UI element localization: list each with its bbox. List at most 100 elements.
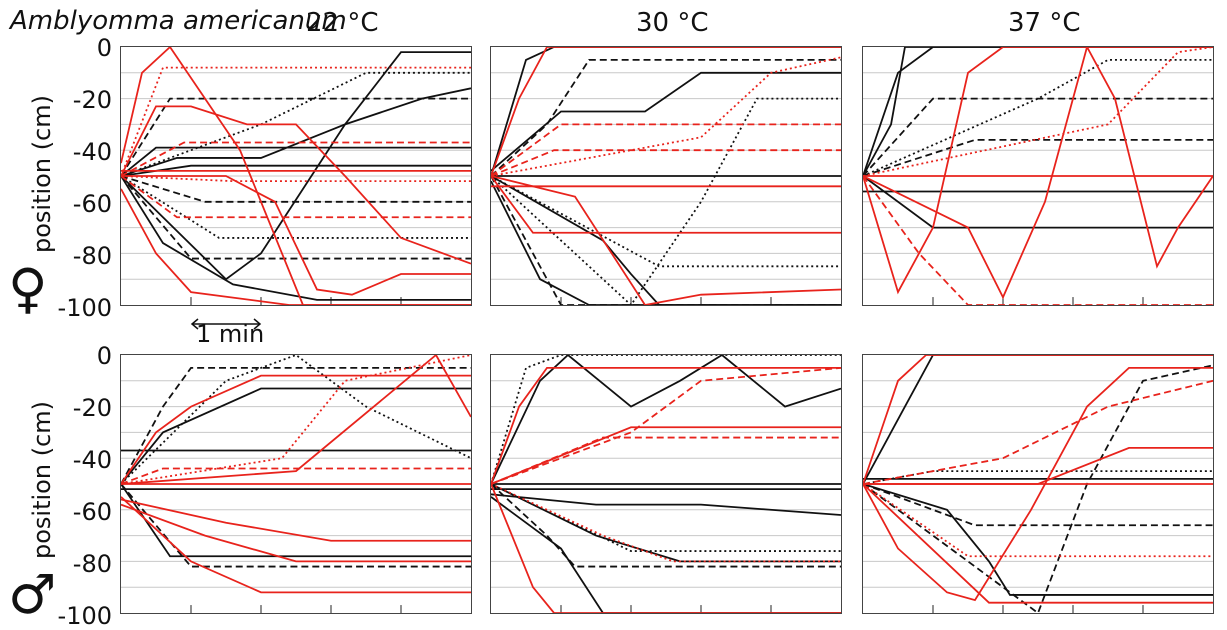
trajectory-line-red-dashed (491, 436, 841, 485)
trajectory-line-black-solid (491, 47, 841, 177)
trajectory-line-red-solid (863, 47, 1213, 295)
trajectory-line-black-dotted (863, 59, 1213, 177)
y-tick-100: -100 (57, 602, 112, 630)
trajectory-line-red-dashed (121, 175, 471, 219)
panel-male-22 (120, 354, 472, 614)
panel-female-37 (862, 46, 1214, 306)
trajectory-line-red-dashed (491, 123, 841, 177)
trajectory-line-black-dotted (121, 71, 471, 177)
trajectory-line-red-dashed (491, 367, 841, 485)
female-symbol-icon: ♀ (8, 257, 48, 320)
trajectory-line-red-solid (121, 503, 471, 563)
y-tick-0: 0 (96, 342, 112, 370)
trajectory-line-red-dotted (121, 355, 471, 485)
temp-label-37: 37 °C (1008, 8, 1081, 38)
trajectory-line-red-solid (491, 426, 841, 485)
trajectory-line-black-solid (121, 387, 471, 485)
trajectory-line-red-solid (121, 105, 471, 265)
panel-male-37 (862, 354, 1214, 614)
trajectory-line-black-solid (121, 483, 471, 558)
trajectory-line-black-dashed (863, 138, 1213, 177)
y-tick-40: -40 (72, 446, 112, 474)
trajectory-line-red-dashed (491, 149, 841, 177)
trajectory-line-red-solid (863, 367, 1213, 602)
temp-label-22: 22 °C (306, 8, 379, 38)
trajectory-line-red-solid (121, 355, 471, 485)
trajectory-line-black-dashed (491, 175, 841, 305)
trajectory-line-red-dotted (863, 47, 1213, 177)
trajectory-line-black-solid (491, 180, 841, 305)
trajectory-line-black-solid (491, 175, 841, 305)
trajectory-line-black-dashed (121, 367, 471, 485)
panel-female-30 (490, 46, 842, 306)
trajectory-line-red-dashed (863, 175, 1213, 305)
trajectory-line-black-solid (491, 483, 841, 563)
trajectory-line-black-solid (121, 87, 471, 177)
trajectory-line-red-solid (121, 496, 471, 594)
species-title: Amblyomma americanum (10, 6, 347, 36)
y-tick-40: -40 (72, 138, 112, 166)
trajectory-line-black-dashed (863, 364, 1213, 613)
time-scale-bar (190, 318, 262, 330)
trajectory-line-red-dashed (121, 141, 471, 177)
trajectory-line-black-solid (863, 47, 1213, 177)
trajectory-line-black-dashed (491, 483, 841, 568)
y-axis-label-male: position (cm) (28, 401, 56, 559)
trajectory-line-red-solid (121, 188, 471, 305)
time-scale-label: 1 min (196, 320, 265, 348)
trajectory-line-red-solid (863, 483, 1213, 604)
trajectory-line-black-solid (121, 175, 471, 301)
trajectory-line-black-solid (863, 355, 1213, 485)
trajectory-line-black-solid (491, 71, 841, 172)
trajectory-line-red-solid (121, 175, 471, 296)
trajectory-line-red-dotted (491, 56, 841, 177)
trajectory-line-black-dotted (491, 355, 841, 485)
y-tick-60: -60 (72, 190, 112, 218)
panel-male-30 (490, 354, 842, 614)
trajectory-line-black-solid (863, 483, 1213, 596)
y-axis-label-female: position (cm) (28, 95, 56, 253)
panel-female-22 (120, 46, 472, 306)
trajectory-line-red-solid (863, 446, 1213, 485)
male-symbol-icon: ♂ (8, 563, 57, 626)
trajectory-line-black-solid (491, 493, 841, 516)
plot-female-37 (863, 47, 1213, 305)
trajectory-line-black-dotted (121, 355, 471, 485)
trajectory-line-black-dashed (863, 97, 1213, 177)
plot-female-30 (491, 47, 841, 305)
y-tick-0: 0 (96, 34, 112, 62)
trajectory-line-black-solid (121, 164, 471, 177)
trajectory-line-black-dotted (863, 470, 1213, 485)
trajectory-line-red-solid (491, 175, 841, 305)
trajectory-line-red-solid (491, 483, 841, 613)
trajectory-line-black-dotted (491, 483, 841, 552)
trajectory-line-red-dashed (863, 379, 1213, 485)
trajectory-line-black-dashed (121, 175, 471, 260)
temp-label-30: 30 °C (636, 8, 709, 38)
trajectory-line-black-solid (491, 496, 841, 613)
trajectory-line-black-solid (121, 51, 471, 281)
trajectory-line-red-solid (121, 374, 471, 485)
trajectory-line-black-dashed (121, 97, 471, 177)
y-tick-80: -80 (72, 550, 112, 578)
plot-male-37 (863, 355, 1213, 613)
trajectory-line-red-solid (121, 498, 471, 542)
trajectory-line-red-solid (121, 47, 471, 305)
trajectory-line-red-dashed (121, 467, 471, 485)
trajectory-line-black-dotted (121, 175, 471, 239)
plot-male-22 (121, 355, 471, 613)
y-tick-100: -100 (57, 294, 112, 322)
trajectory-line-black-solid (863, 47, 1213, 177)
trajectory-line-black-dashed (863, 483, 1213, 527)
trajectory-line-black-dashed (491, 59, 841, 177)
y-tick-20: -20 (72, 394, 112, 422)
plot-female-22 (121, 47, 471, 305)
trajectory-line-black-dashed (121, 175, 471, 203)
trajectory-line-red-solid (491, 175, 841, 234)
trajectory-line-red-solid (491, 367, 841, 485)
trajectory-line-red-solid (863, 355, 1213, 485)
trajectory-line-red-dotted (863, 483, 1213, 558)
trajectory-line-red-solid (491, 47, 841, 177)
trajectory-line-red-dotted (491, 483, 841, 563)
trajectory-line-black-dashed (121, 483, 471, 568)
